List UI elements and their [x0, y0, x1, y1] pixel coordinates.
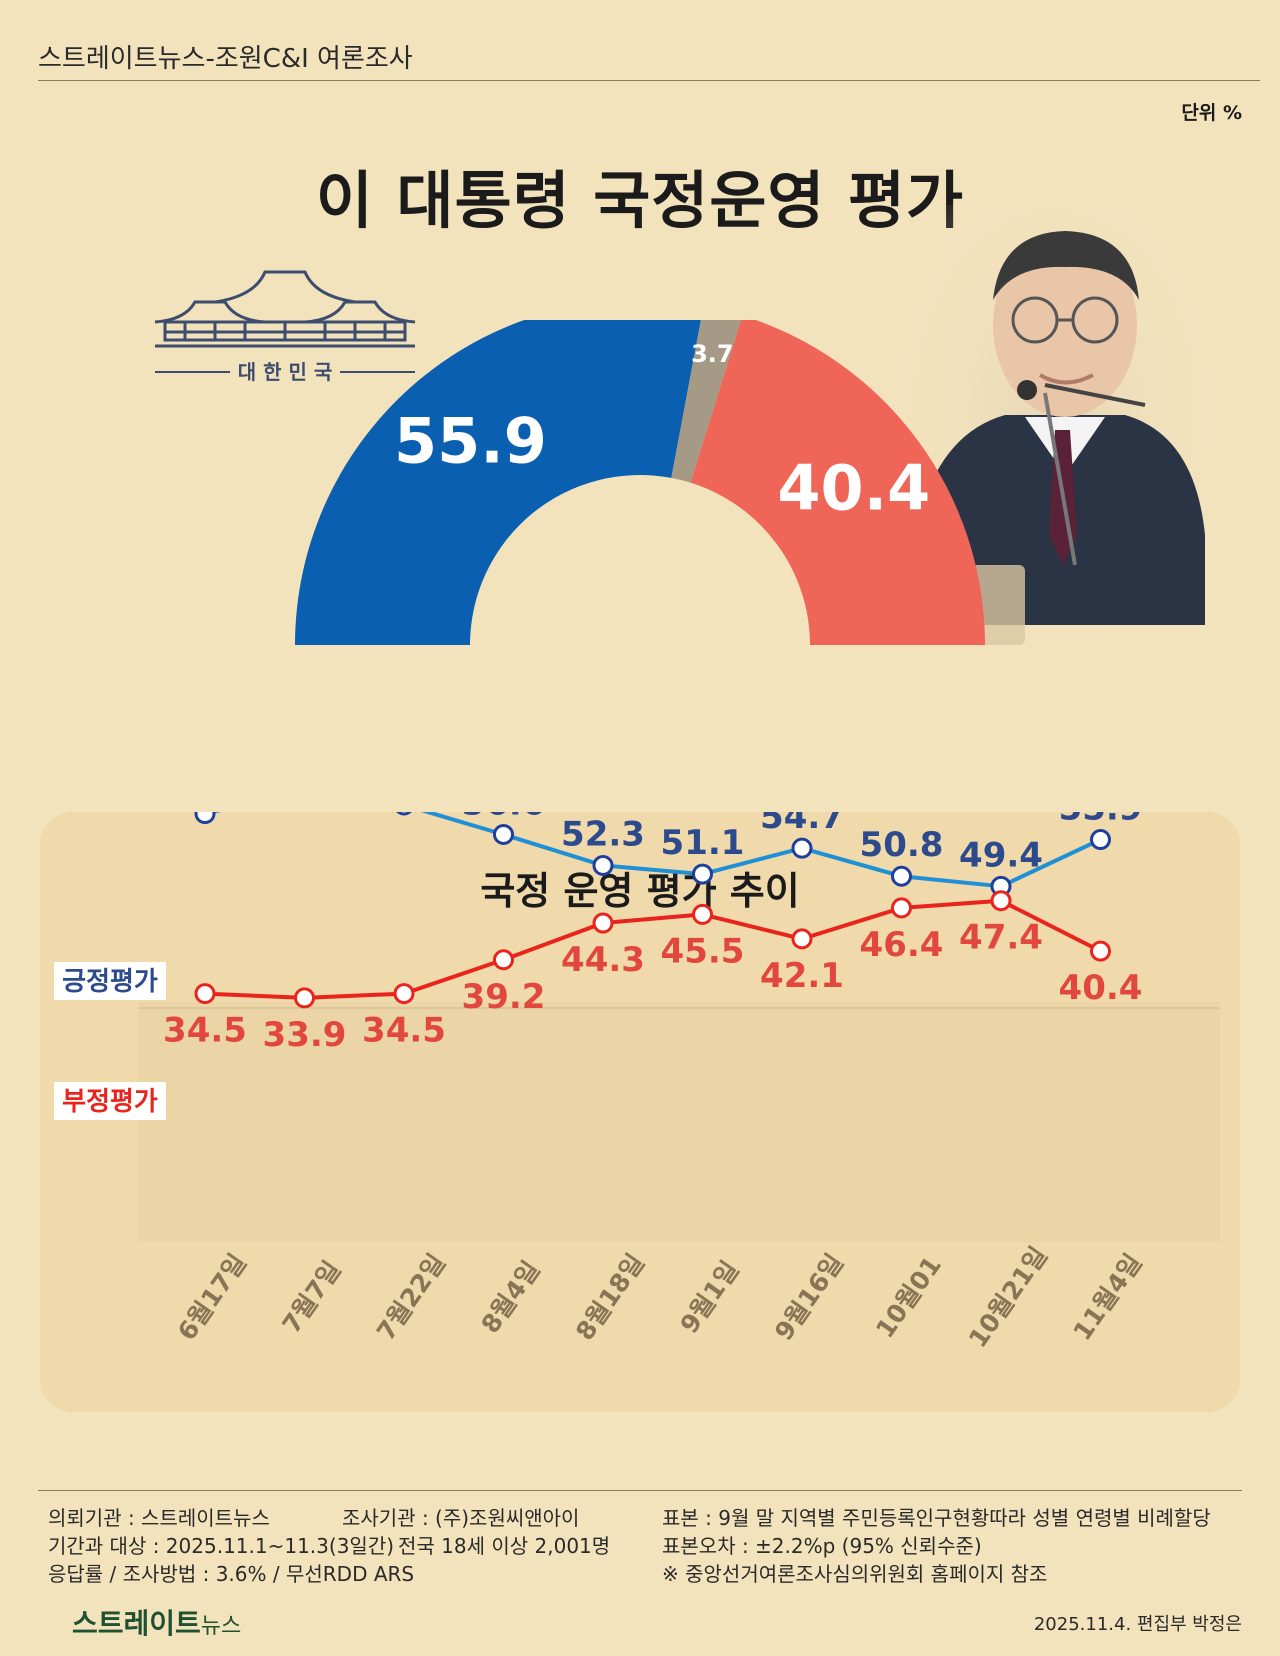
x-tick-label: 10월01: [870, 1251, 947, 1343]
brand-suffix: 뉴스: [200, 1614, 242, 1639]
legend-negative: 부정평가: [54, 1082, 166, 1120]
x-tick-label: 9월1일: [674, 1256, 744, 1339]
x-tick-label: 10월21일: [963, 1241, 1053, 1352]
footer-sample-size: 전국 18세 이상 2,001명: [398, 1534, 611, 1558]
legend-text: 긍정평가: [62, 967, 158, 997]
trend-point-negative: [990, 890, 1012, 912]
trend-label-negative: 46.4: [860, 925, 944, 965]
trend-label-positive: 54.7: [760, 812, 844, 837]
trend-label-positive: 56.6: [462, 812, 546, 823]
footer-client: 의뢰기관 : 스트레이트뉴스: [48, 1506, 270, 1530]
trend-label-negative: 34.5: [163, 1011, 247, 1051]
trend-point-negative: [1090, 940, 1111, 962]
trend-point-positive: [592, 854, 614, 876]
trend-point-negative: [194, 983, 216, 1005]
approval-gauge: 55.9 3.7 40.4: [295, 320, 985, 645]
trend-label-negative: 34.5: [362, 1011, 446, 1051]
trend-line-negative: [204, 898, 1102, 1000]
unit-label: 단위 %: [1181, 102, 1242, 124]
x-tick-label: 7월7일: [276, 1256, 346, 1339]
x-tick-label: 11월4일: [1068, 1249, 1148, 1346]
footer-reference: ※ 중앙선거여론조사심의위원회 홈페이지 참조: [662, 1562, 1048, 1586]
gauge-segment-neutral: [671, 320, 742, 483]
footer-left: 의뢰기관 : 스트레이트뉴스 기간과 대상 : 2025.11.1~11.3(3…: [48, 1504, 414, 1588]
emblem-caption: 대 한 민 국: [238, 360, 333, 384]
trend-label-negative: 44.3: [561, 940, 645, 980]
trend-point-positive: [791, 837, 813, 859]
trend-label-positive: 50.8: [860, 825, 944, 865]
gauge-label-neutral: 3.7: [691, 340, 734, 368]
trend-point-negative: [791, 928, 813, 950]
trend-point-positive: [194, 812, 216, 825]
trend-point-positive: [396, 812, 412, 816]
trend-label-negative: 39.2: [462, 977, 546, 1017]
footer-period: 기간과 대상 : 2025.11.1~11.3(3일간): [48, 1534, 395, 1558]
footer-right: 표본 : 9월 말 지역별 주민등록인구현황따라 성별 연령별 비례할당 표본오…: [662, 1504, 1211, 1588]
footer-divider: [38, 1490, 1242, 1491]
trend-title: 국정 운영 평가 추이: [480, 869, 800, 913]
gauge-segment-positive: [295, 320, 701, 645]
trend-label-positive: 51.1: [661, 823, 745, 863]
footer-sample: 표본 : 9월 말 지역별 주민등록인구현황따라 성별 연령별 비례할당: [662, 1506, 1211, 1530]
trend-label-negative: 42.1: [760, 956, 844, 996]
gauge-label-positive: 55.9: [394, 405, 547, 478]
x-tick-label: 8월4일: [475, 1256, 545, 1339]
brand-name: 스트레이트: [72, 1607, 201, 1640]
credit-line: 2025.11.4. 편집부 박정은: [1033, 1614, 1242, 1635]
portrait-photo: [895, 205, 1215, 665]
gauge-segment-negative: [690, 320, 985, 645]
trend-label-negative: 45.5: [661, 931, 745, 971]
main-title: 이 대통령 국정운영 평가: [315, 164, 965, 237]
trend-point-negative: [891, 897, 912, 919]
footer-middle: 조사기관 : (주)조원씨앤아이 전국 18세 이상 2,001명: [342, 1504, 610, 1560]
footer-error: 표본오차 : ±2.2%p (95% 신뢰수준): [662, 1534, 982, 1558]
header-divider: [38, 80, 1260, 81]
legend-box: [54, 1082, 166, 1120]
trend-point-negative: [294, 987, 315, 1009]
legend-text: 부정평가: [62, 1087, 158, 1117]
trend-point-positive: [493, 823, 514, 845]
trend-label-negative: 33.9: [263, 1015, 347, 1055]
legend-positive: 긍정평가: [54, 962, 166, 1000]
gauge-label-negative: 40.4: [777, 452, 930, 525]
x-tick-label: 8월18일: [570, 1249, 650, 1346]
x-tick-label: 7월22일: [371, 1249, 451, 1346]
trend-label-negative: 40.4: [1059, 968, 1143, 1008]
x-tick-label: 6월17일: [172, 1249, 252, 1346]
trend-point-positive: [1090, 829, 1111, 851]
legend-box: [54, 962, 166, 1000]
x-tick-label: 9월16일: [769, 1249, 849, 1346]
trend-point-negative: [393, 983, 415, 1005]
trend-label-positive: 55.9: [1059, 812, 1143, 829]
survey-source: 스트레이트뉴스-조원C&I 여론조사: [38, 44, 413, 74]
footer-method: 응답률 / 조사방법 : 3.6% / 무선RDD ARS: [48, 1562, 415, 1586]
trend-point-positive: [692, 863, 713, 885]
trend-line-chart: 59.562.660.756.652.351.154.750.849.455.9…: [54, 812, 1220, 1353]
trend-label-positive: 49.4: [959, 835, 1043, 875]
trend-point-negative: [692, 903, 713, 925]
trend-point-negative: [592, 912, 614, 934]
trend-line-positive: [204, 812, 1102, 889]
trend-label-positive: 52.3: [561, 814, 645, 854]
blue-house-emblem: 대 한 민 국: [154, 270, 416, 384]
trend-label-negative: 47.4: [959, 918, 1043, 958]
trend-point-negative: [493, 949, 514, 971]
trend-panel: 국정 운영 평가 추이 59.562.660.756.652.351.154.7…: [40, 812, 1240, 1412]
trend-point-positive: [891, 865, 912, 887]
footer-agency: 조사기관 : (주)조원씨앤아이: [342, 1506, 580, 1530]
brand-logo: 스트레이트뉴스: [72, 1602, 241, 1642]
plot-area: [138, 1002, 1220, 1242]
